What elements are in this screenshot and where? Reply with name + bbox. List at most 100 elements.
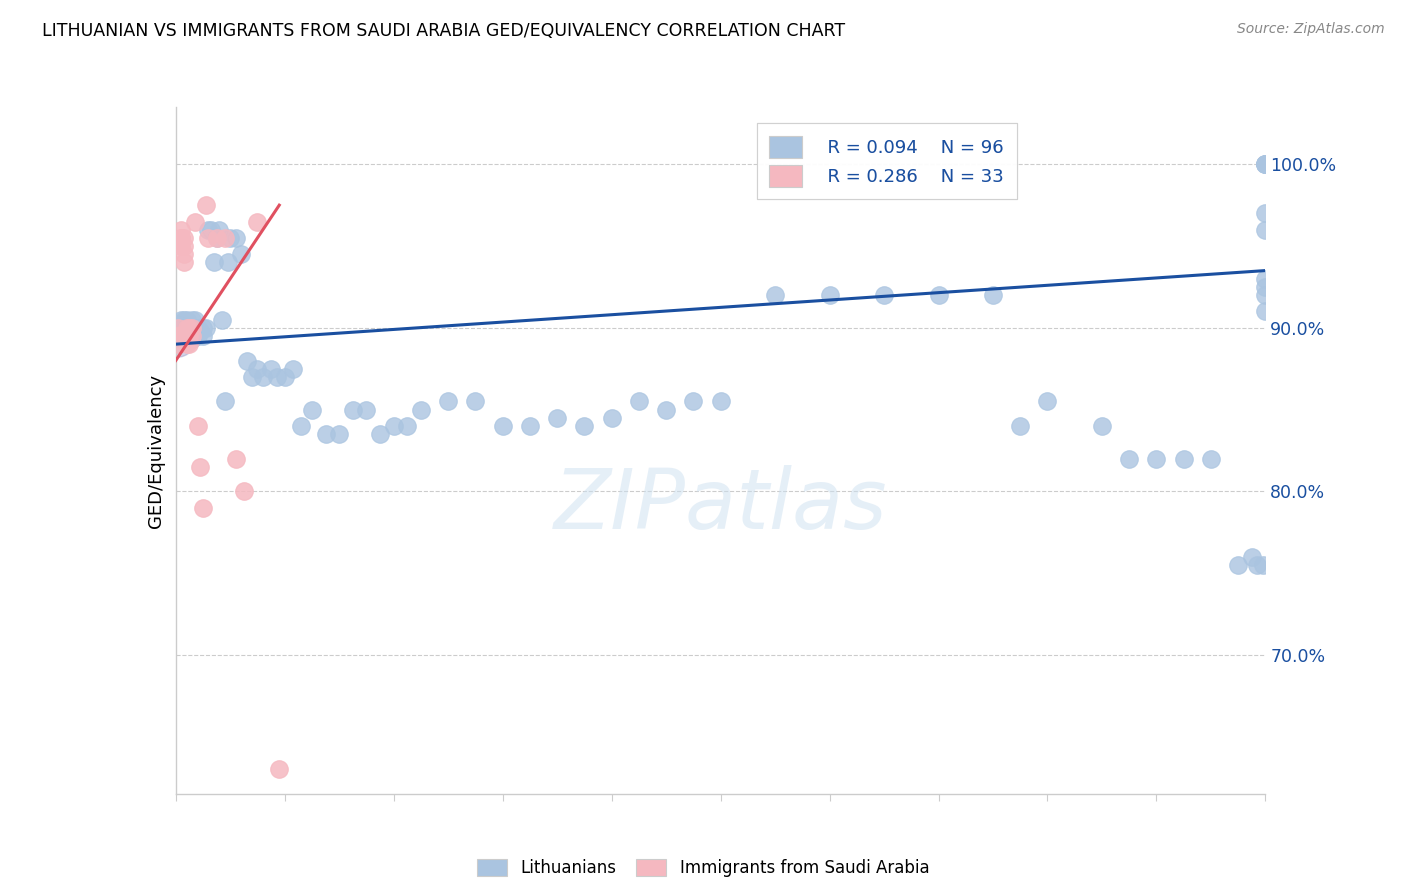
Point (181, 329, 204, 343)
Point (173, 231, 195, 245)
Point (818, 288, 841, 302)
Point (1199, 451, 1222, 466)
Point (179, 320, 201, 334)
Point (200, 222, 222, 236)
Point (176, 320, 198, 334)
Point (181, 324, 204, 338)
Point (170, 312, 193, 326)
Point (173, 239, 195, 253)
Point (173, 247, 195, 261)
Text: ZIPatlas: ZIPatlas (554, 465, 887, 546)
Y-axis label: GED/Equivalency: GED/Equivalency (146, 374, 165, 527)
Point (181, 312, 204, 326)
Point (186, 320, 209, 334)
Point (173, 330, 195, 344)
Point (301, 402, 323, 417)
Point (173, 320, 195, 334)
Point (519, 418, 541, 433)
Legend: Lithuanians, Immigrants from Saudi Arabia: Lithuanians, Immigrants from Saudi Arabi… (470, 852, 936, 884)
Point (328, 427, 350, 442)
Point (655, 402, 678, 417)
Point (574, 418, 596, 433)
Point (188, 324, 211, 338)
Point (260, 361, 283, 376)
Point (191, 329, 214, 343)
Point (214, 394, 236, 409)
Point (1254, 271, 1277, 285)
Point (194, 198, 217, 212)
Text: LITHUANIAN VS IMMIGRANTS FROM SAUDI ARABIA GED/EQUIVALENCY CORRELATION CHART: LITHUANIAN VS IMMIGRANTS FROM SAUDI ARAB… (42, 22, 845, 40)
Point (710, 394, 733, 409)
Point (197, 231, 219, 245)
Point (176, 337, 198, 351)
Point (1254, 304, 1277, 318)
Point (176, 329, 198, 343)
Point (173, 255, 195, 269)
Point (1254, 157, 1277, 171)
Point (165, 329, 187, 343)
Point (181, 332, 204, 346)
Point (492, 418, 515, 433)
Point (225, 231, 247, 245)
Point (176, 324, 198, 338)
Point (173, 312, 195, 326)
Point (1254, 206, 1277, 220)
Point (281, 361, 304, 376)
Point (600, 410, 623, 425)
Point (409, 402, 432, 417)
Point (176, 312, 198, 326)
Point (1246, 558, 1268, 572)
Point (252, 369, 274, 384)
Point (176, 329, 198, 343)
Point (208, 222, 231, 236)
Point (382, 418, 405, 433)
Point (191, 500, 214, 515)
Point (167, 337, 190, 351)
Point (167, 320, 190, 334)
Point (1240, 549, 1263, 564)
Point (342, 402, 364, 417)
Point (167, 329, 190, 343)
Point (176, 320, 198, 334)
Point (290, 418, 312, 433)
Point (269, 762, 291, 776)
Point (170, 239, 193, 253)
Point (274, 369, 297, 384)
Point (179, 320, 201, 334)
Point (167, 329, 190, 343)
Point (1010, 418, 1032, 433)
Point (1254, 157, 1277, 171)
Point (191, 320, 214, 334)
Point (173, 324, 195, 338)
Point (873, 288, 896, 302)
Point (1091, 418, 1114, 433)
Point (1254, 280, 1277, 294)
Point (184, 312, 207, 326)
Point (184, 214, 207, 228)
Point (240, 369, 263, 384)
Point (184, 320, 207, 334)
Point (981, 288, 1004, 302)
Point (186, 418, 209, 433)
Point (197, 222, 219, 236)
Point (179, 329, 201, 343)
Point (246, 361, 269, 376)
Point (1227, 558, 1250, 572)
Point (179, 329, 201, 343)
Point (170, 332, 193, 346)
Point (219, 231, 242, 245)
Point (1254, 222, 1277, 236)
Point (682, 394, 704, 409)
Text: Source: ZipAtlas.com: Source: ZipAtlas.com (1237, 22, 1385, 37)
Point (246, 214, 269, 228)
Point (763, 288, 786, 302)
Point (1144, 451, 1167, 466)
Point (170, 324, 193, 338)
Point (1251, 558, 1274, 572)
Point (186, 329, 209, 343)
Point (181, 320, 204, 334)
Point (437, 394, 460, 409)
Point (928, 288, 950, 302)
Point (170, 222, 193, 236)
Point (179, 337, 201, 351)
